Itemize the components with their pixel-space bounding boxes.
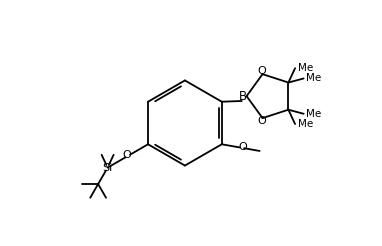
Text: Me: Me	[306, 109, 321, 119]
Text: O: O	[238, 142, 247, 153]
Text: Me: Me	[298, 119, 313, 129]
Text: B: B	[240, 90, 248, 103]
Text: Si: Si	[102, 163, 113, 173]
Text: Me: Me	[298, 63, 313, 73]
Text: O: O	[257, 66, 266, 76]
Text: Me: Me	[306, 74, 321, 83]
Text: O: O	[122, 150, 131, 160]
Text: O: O	[257, 116, 266, 126]
